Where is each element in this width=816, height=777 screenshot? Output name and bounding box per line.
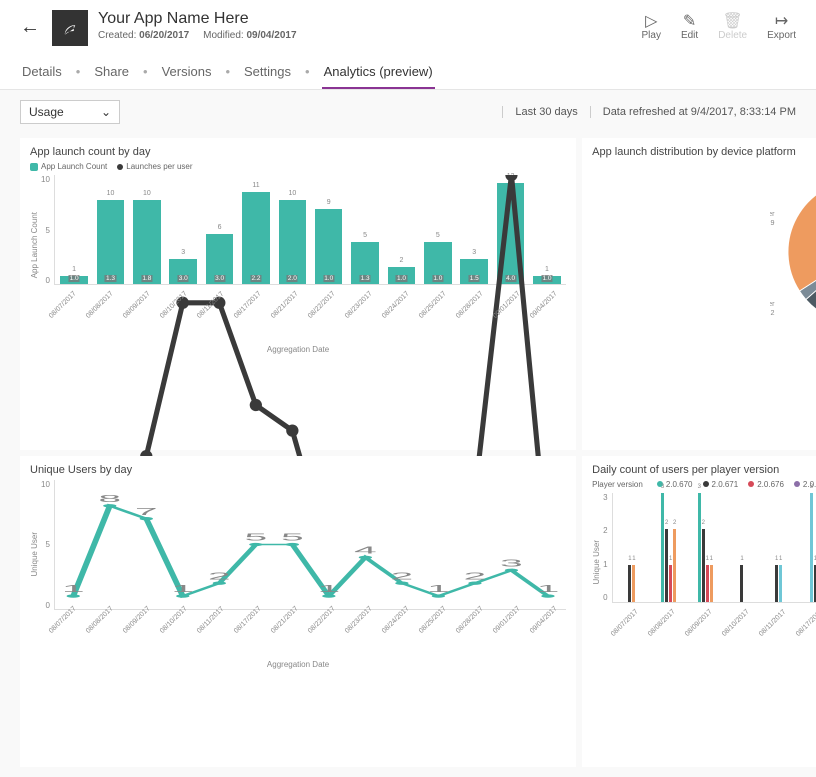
tabs: Details• Share• Versions• Settings• Anal… xyxy=(0,54,816,90)
created-date: 06/20/2017 xyxy=(139,30,189,41)
panel-launch-count: App launch count by day App Launch Count… xyxy=(20,138,576,450)
refresh-time: Data refreshed at 9/4/2017, 8:33:14 PM xyxy=(590,106,796,118)
edit-button[interactable]: ✎ Edit xyxy=(681,12,698,41)
back-arrow[interactable]: ← xyxy=(20,16,40,39)
plot-area: 11321232111113113111211212211 xyxy=(612,493,816,603)
svg-text:3: 3 xyxy=(500,557,523,568)
y-axis: 1050 xyxy=(41,175,54,285)
tab-analytics[interactable]: Analytics (preview) xyxy=(322,60,435,89)
app-header: ← Your App Name Here Created: 06/20/2017… xyxy=(0,0,816,54)
x-labels: 08/07/201708/08/201708/09/201708/10/2017… xyxy=(46,315,566,343)
panel-title: Daily count of users per player version xyxy=(592,464,816,476)
delete-button: 🗑 Delete xyxy=(718,12,747,41)
play-button[interactable]: ▷ Play xyxy=(642,12,661,41)
tab-versions[interactable]: Versions xyxy=(160,60,214,89)
export-button[interactable]: ↦ Export xyxy=(767,12,796,41)
tab-settings[interactable]: Settings xyxy=(242,60,293,89)
donut-chart: Android–Player31iPhone–Player23WindowsPh… xyxy=(592,162,816,342)
svg-text:8: 8 xyxy=(98,492,121,503)
tab-share[interactable]: Share xyxy=(92,60,131,89)
svg-text:1: 1 xyxy=(317,583,340,594)
toolbar: Usage ⌄ Last 30 days Data refreshed at 9… xyxy=(0,90,816,134)
charts-grid: App launch count by day App Launch Count… xyxy=(20,138,816,767)
svg-text:1: 1 xyxy=(62,583,85,594)
panel-unique-users: Unique Users by day Unique User 1050 187… xyxy=(20,456,576,768)
created-label: Created: xyxy=(98,30,136,41)
x-labels: 08/07/201708/08/201708/09/201708/10/2017… xyxy=(608,633,816,661)
svg-text:1: 1 xyxy=(536,583,559,594)
svg-text:4: 4 xyxy=(354,544,377,555)
svg-text:2: 2 xyxy=(771,308,775,317)
play-icon: ▷ xyxy=(645,12,657,30)
svg-text:1: 1 xyxy=(427,583,450,594)
app-title: Your App Name Here xyxy=(98,10,642,28)
panel-legend: App Launch Count Launches per user xyxy=(30,162,566,171)
svg-text:5: 5 xyxy=(281,531,304,542)
content: App launch count by day App Launch Count… xyxy=(0,134,816,777)
date-range: Last 30 days xyxy=(502,106,577,118)
svg-text:2: 2 xyxy=(208,570,231,581)
plot-area: 1 8 7 1 2 5 5 1 4 2 1 2 3 1 xyxy=(54,480,566,610)
svg-text:WindowsPhone–Player: WindowsPhone–Player xyxy=(770,299,775,308)
panel-title: App launch distribution by device platfo… xyxy=(592,146,816,158)
edit-icon: ✎ xyxy=(683,12,696,30)
svg-text:Windows–WebPlayer: Windows–WebPlayer xyxy=(770,209,775,218)
panel-title: App launch count by day xyxy=(30,146,566,158)
app-meta: Created: 06/20/2017 Modified: 09/04/2017 xyxy=(98,30,642,41)
svg-text:29: 29 xyxy=(770,218,775,227)
export-icon: ↦ xyxy=(775,12,788,30)
x-labels: 08/07/201708/08/201708/09/201708/10/2017… xyxy=(46,630,566,658)
modified-date: 09/04/2017 xyxy=(246,30,296,41)
svg-text:7: 7 xyxy=(135,505,158,516)
panel-player-version: Daily count of users per player version … xyxy=(582,456,816,768)
app-title-block: Your App Name Here Created: 06/20/2017 M… xyxy=(98,10,642,41)
chevron-down-icon: ⌄ xyxy=(101,105,111,119)
y-axis: 1050 xyxy=(41,480,54,610)
panel-donut: ⤢⋯ App launch distribution by device pla… xyxy=(582,138,816,450)
delete-icon: 🗑 xyxy=(722,12,742,30)
svg-text:1: 1 xyxy=(171,583,194,594)
panel-title: Unique Users by day xyxy=(30,464,566,476)
modified-label: Modified: xyxy=(203,30,244,41)
svg-text:2: 2 xyxy=(390,570,413,581)
app-icon xyxy=(52,10,88,46)
panel-legend: Player version2.0.6702.0.6712.0.6762.0.6… xyxy=(592,480,816,489)
header-actions: ▷ Play ✎ Edit 🗑 Delete ↦ Export xyxy=(642,12,797,41)
svg-text:2: 2 xyxy=(463,570,486,581)
y-axis: 3210 xyxy=(603,493,611,603)
svg-text:5: 5 xyxy=(244,531,267,542)
usage-dropdown[interactable]: Usage ⌄ xyxy=(20,100,120,124)
plot-area: 11.0101.3101.833.063.0112.2102.091.051.3… xyxy=(54,175,566,285)
tab-details[interactable]: Details xyxy=(20,60,64,89)
